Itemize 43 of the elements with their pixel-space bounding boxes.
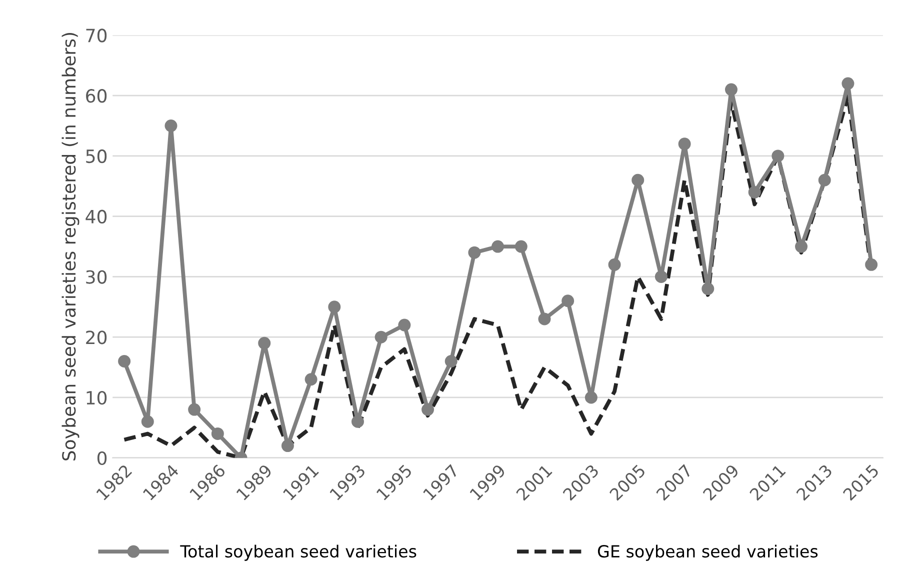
y-tick-label: 0 xyxy=(97,451,107,465)
legend-label: GE soybean seed varieties xyxy=(598,544,818,561)
point xyxy=(281,440,294,452)
y-tick-label: 10 xyxy=(86,390,107,405)
point xyxy=(304,373,318,386)
point xyxy=(654,270,668,283)
y-tick-label: 40 xyxy=(86,210,107,224)
point xyxy=(188,403,201,416)
point xyxy=(164,120,178,132)
point xyxy=(211,427,224,440)
point xyxy=(422,403,434,416)
point xyxy=(702,282,714,296)
point xyxy=(258,336,271,350)
point xyxy=(492,240,504,253)
point xyxy=(562,294,574,308)
point xyxy=(514,240,528,253)
y-tick-label: 50 xyxy=(86,149,107,164)
point xyxy=(772,150,784,162)
y-axis-title: Soybean seed varieties registered (in numbers) xyxy=(62,33,80,460)
point xyxy=(748,186,761,198)
point xyxy=(678,138,691,150)
point xyxy=(328,300,341,314)
point xyxy=(444,355,458,368)
point xyxy=(842,77,854,90)
point xyxy=(398,318,411,332)
point xyxy=(584,391,598,404)
point xyxy=(724,83,738,96)
point xyxy=(818,174,831,186)
y-tick-label: 20 xyxy=(86,330,107,344)
point xyxy=(374,330,388,344)
y-tick-label: 30 xyxy=(86,270,107,284)
legend-label: Total soybean seed varieties xyxy=(180,544,416,561)
point xyxy=(538,312,551,326)
point xyxy=(141,415,154,428)
point xyxy=(865,258,878,271)
point xyxy=(795,240,808,253)
point xyxy=(632,174,644,186)
y-tick-label: 60 xyxy=(86,89,107,103)
y-tick-label: 70 xyxy=(86,28,107,42)
point xyxy=(118,355,131,368)
point xyxy=(608,258,621,271)
point xyxy=(351,415,364,428)
point xyxy=(468,246,481,259)
